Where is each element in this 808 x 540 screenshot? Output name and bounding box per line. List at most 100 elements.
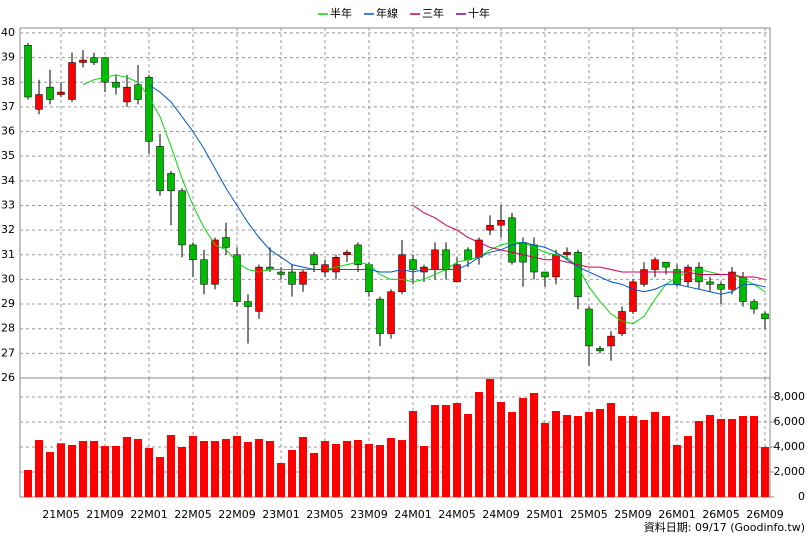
x-tick-label: 22M01 [130,508,168,521]
volume-bar [508,412,516,497]
x-tick-label: 23M09 [350,508,388,521]
volume-bar [35,440,43,497]
candle-body [123,86,131,103]
candle-body [189,244,197,260]
volume-bar [431,405,439,497]
candle-body [332,256,340,273]
x-tick-label: 23M01 [262,508,300,521]
candle-body [178,190,186,246]
volume-bar [211,441,219,497]
y-tick-label: 34 [1,174,15,187]
volume-tick-label: 2,000 [774,465,806,478]
volume-bar [464,414,472,497]
x-tick-label: 26M05 [702,508,740,521]
price-panel [19,27,771,379]
y-tick-label: 39 [1,51,15,64]
candle-body [574,252,582,297]
volume-bar [112,446,120,497]
candle-body [112,81,120,88]
volume-bar [321,441,329,497]
candle-body [629,281,637,312]
volume-bar [552,411,560,497]
y-tick-label: 28 [1,322,15,335]
candle-body [79,59,87,63]
candle-body [728,271,736,290]
moving-average-line [148,84,766,295]
candle-body [508,217,516,263]
volume-bar [684,436,692,497]
x-tick-label: 26M09 [746,508,784,521]
candle-body [442,249,450,270]
candle-body [618,311,626,334]
volume-bar [167,435,175,497]
volume-bar [101,446,109,497]
volume-bar [233,436,241,497]
candle-body [24,45,32,98]
candle-body [145,77,153,142]
x-tick-label: 24M01 [394,508,432,521]
candle-body [101,57,109,83]
volume-bar [761,447,769,497]
candle-body [310,254,318,265]
y-tick-label: 29 [1,297,15,310]
x-tick-label: 24M09 [482,508,520,521]
volume-bar [46,452,54,497]
volume-bar [673,445,681,497]
candle-body [761,313,769,320]
volume-bar [453,403,461,497]
candle-body [376,298,384,334]
volume-bar [266,441,274,497]
candle-body [563,252,571,256]
candle-body [497,220,505,226]
volume-bar [255,439,263,497]
candle-body [167,173,175,191]
candle-body [662,261,670,268]
volume-tick-label: 4,000 [774,440,806,453]
candle-body [211,239,219,285]
x-tick-label: 25M05 [570,508,608,521]
candle-body [255,266,263,312]
candle-body [134,84,142,100]
volume-bar [497,402,505,497]
candle-body [585,308,593,347]
volume-tick-label: 0 [798,490,805,503]
volume-bar [596,409,604,497]
x-tick-label: 25M09 [614,508,652,521]
volume-bar [288,450,296,497]
y-tick-label: 31 [1,248,15,261]
volume-bar [332,444,340,497]
volume-bar [387,438,395,497]
candle-body [453,264,461,283]
volume-bar [354,440,362,497]
volume-bar [607,403,615,497]
volume-bar [662,416,670,497]
moving-average-line [412,205,766,280]
volume-bar [398,440,406,497]
candle-body [651,259,659,270]
volume-bar [574,416,582,497]
volume-bar [750,416,758,497]
volume-bar [475,392,483,497]
candle-body [519,242,527,263]
candle-body [288,271,296,285]
volume-bar [365,444,373,497]
candle-body [343,252,351,256]
x-tick-label: 22M09 [218,508,256,521]
volume-bar [376,445,384,497]
candle-body [156,146,164,191]
volume-bar [486,379,494,497]
candle-body [387,291,395,334]
candle-body [552,254,560,278]
candle-body [321,264,329,273]
x-tick-label: 23M05 [306,508,344,521]
volume-bar [541,423,549,497]
volume-bar [695,421,703,497]
volume-bar [530,393,538,497]
volume-bar [79,441,87,497]
volume-bar [299,437,307,497]
candle-body [750,301,758,310]
y-tick-label: 30 [1,272,15,285]
candle-body [365,264,373,292]
volume-bar [629,416,637,497]
candle-body [464,249,472,260]
